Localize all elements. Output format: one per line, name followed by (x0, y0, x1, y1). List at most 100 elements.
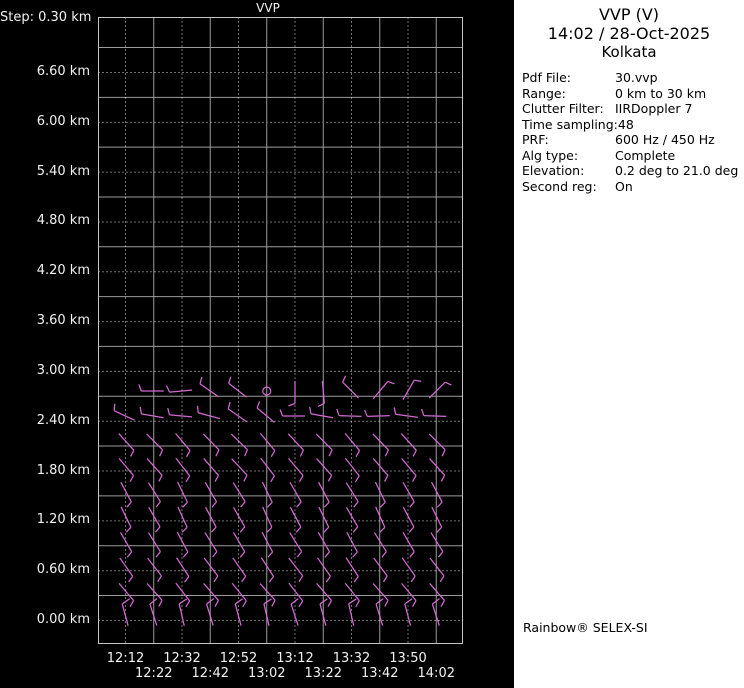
wind-barb (147, 532, 161, 558)
wind-barb (175, 457, 191, 483)
wind-barb (345, 482, 359, 508)
wind-barb (147, 557, 162, 583)
wind-barb (232, 532, 246, 558)
wind-barb (316, 583, 332, 607)
wind-barb (231, 458, 248, 482)
wind-barb (288, 582, 304, 608)
x-tick-label: 13:32 (332, 651, 371, 666)
wind-barb (372, 583, 389, 607)
wind-barb (288, 381, 296, 407)
wind-barb (421, 408, 447, 417)
wind-barb (149, 598, 158, 626)
field-label: Time sampling: (522, 116, 618, 132)
wind-barb-plot (98, 17, 463, 644)
wind-barb (232, 507, 246, 533)
x-tick-label: 13:12 (276, 651, 314, 666)
wind-barb (402, 506, 415, 533)
wind-barb (176, 557, 190, 583)
wind-barb (227, 401, 248, 423)
wind-barb (148, 507, 161, 533)
wind-barb (177, 481, 189, 508)
wind-barb (374, 481, 386, 508)
field-label: Elevation: (522, 163, 585, 178)
field-label: Clutter Filter: (522, 101, 604, 116)
wind-barb (401, 557, 416, 583)
wind-barb (138, 384, 164, 392)
y-tick-label: 0.60 km (36, 562, 90, 578)
wind-barb (119, 532, 133, 558)
wind-barb (318, 481, 330, 508)
wind-barb (428, 433, 446, 457)
wind-barb (428, 381, 452, 399)
panel-field: Pdf File: 30.vvp (522, 70, 744, 86)
y-tick-label: 1.20 km (36, 512, 90, 528)
wind-barb (113, 403, 135, 421)
wind-barb (289, 506, 302, 533)
wind-barb (429, 583, 445, 607)
wind-barb (262, 506, 273, 533)
wind-barb (344, 582, 360, 608)
wind-barb (231, 582, 247, 608)
x-tick-label: 12:22 (135, 666, 173, 681)
y-tick-label: 6.60 km (36, 64, 90, 79)
wind-barb (177, 506, 188, 533)
wind-barb (402, 532, 415, 558)
wind-barb (256, 401, 275, 423)
wind-barb (309, 406, 334, 419)
field-label: Second reg: (522, 178, 597, 194)
y-tick-label: 2.40 km (36, 412, 90, 428)
x-tick-label: 12:32 (163, 651, 201, 666)
y-tick-label: 3.60 km (36, 313, 90, 329)
brand-footer: Rainbow® SELEX-SI (523, 620, 648, 635)
field-value: On (615, 178, 633, 194)
wind-barb (146, 583, 163, 607)
y-tick-label: 0.00 km (36, 612, 90, 628)
wind-barb (401, 582, 417, 607)
info-panel: VVP (V) 14:02 / 28-Oct-2025 Kolkata Pdf … (514, 0, 744, 688)
wind-barb (345, 557, 359, 583)
panel-site: Kolkata (601, 43, 657, 61)
panel-field: Clutter Filter: IIRDoppler 7 (522, 101, 744, 117)
y-tick-label: 4.80 km (36, 213, 90, 229)
wind-barb (402, 482, 415, 508)
wind-barb (344, 432, 361, 457)
wind-barb (402, 379, 422, 400)
field-value: 0 km to 30 km (615, 85, 707, 101)
wind-barb (342, 375, 360, 399)
y-tick-label: 6.00 km (36, 113, 90, 129)
wind-barb (260, 457, 275, 483)
wind-barb (175, 582, 191, 608)
wind-barb (202, 433, 220, 457)
wind-barb (204, 532, 218, 558)
wind-barb (120, 506, 132, 533)
wind-barb (176, 531, 189, 558)
wind-barb (118, 457, 135, 482)
wind-barb (203, 583, 219, 607)
x-tick-label: 12:52 (219, 651, 258, 666)
wind-barb (234, 598, 243, 626)
x-tick-label: 13:50 (389, 651, 427, 666)
wind-barb (205, 506, 217, 533)
wind-barb (317, 380, 325, 407)
wind-barb (261, 531, 274, 558)
wind-barb (121, 598, 130, 626)
field-value: IIRDoppler 7 (615, 101, 693, 116)
wind-barb (287, 433, 305, 457)
panel-field: Range: 0 km to 30 km (522, 86, 744, 102)
wind-barb (259, 583, 276, 607)
wind-barb (373, 557, 388, 583)
wind-barb (118, 582, 135, 607)
wind-barb (431, 598, 440, 626)
wind-barb (120, 481, 132, 508)
panel-title: VVP (V) (598, 5, 660, 24)
wind-barb (364, 409, 390, 418)
field-label: Alg type: (522, 147, 579, 163)
wind-barb (431, 481, 443, 508)
wind-barb (336, 408, 362, 417)
wind-barb (315, 433, 333, 457)
wind-barb (205, 598, 215, 626)
wind-barb (146, 433, 164, 457)
wind-barb (404, 598, 413, 626)
panel-field: Second reg: On (522, 179, 744, 195)
field-value: 30.vvp (615, 70, 658, 85)
